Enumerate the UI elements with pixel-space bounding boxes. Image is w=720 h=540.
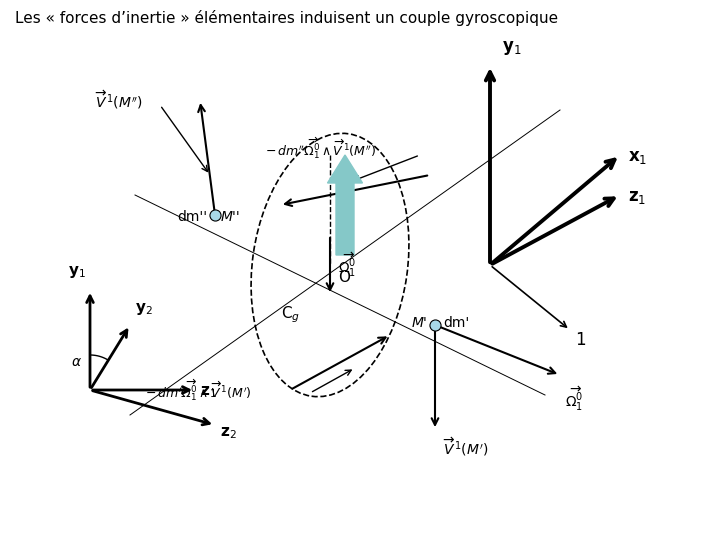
Text: $-\,dm'\overrightarrow{\Omega_1^0}\wedge\overrightarrow{V}^{\,1}(M')$: $-\,dm'\overrightarrow{\Omega_1^0}\wedge…	[145, 377, 252, 403]
Text: M': M'	[411, 316, 427, 330]
Text: 1: 1	[575, 331, 585, 349]
Text: $-\,dm''\overrightarrow{\Omega_1^0}\wedge\overrightarrow{V}^{\,1}(M'')$: $-\,dm''\overrightarrow{\Omega_1^0}\wedg…	[265, 135, 377, 161]
FancyArrow shape	[328, 155, 362, 255]
Text: $\alpha$: $\alpha$	[71, 355, 81, 369]
Text: x$_1$: x$_1$	[628, 148, 647, 166]
Text: dm': dm'	[443, 316, 469, 330]
Text: z$_1$: z$_1$	[200, 384, 217, 400]
Text: y$_1$: y$_1$	[502, 39, 521, 57]
Text: dm'': dm''	[177, 210, 207, 224]
Text: z$_1$: z$_1$	[628, 188, 647, 206]
Text: y$_1$: y$_1$	[68, 264, 86, 280]
Text: z$_2$: z$_2$	[220, 425, 237, 441]
Text: y$_2$: y$_2$	[135, 301, 153, 317]
Text: $\overrightarrow{\Omega_1^0}$: $\overrightarrow{\Omega_1^0}$	[338, 251, 356, 279]
Text: $\overrightarrow{V}^{\,1}(M')$: $\overrightarrow{V}^{\,1}(M')$	[443, 435, 488, 458]
Text: C$_g$: C$_g$	[281, 305, 300, 325]
Text: Les « forces d’inertie » élémentaires induisent un couple gyroscopique: Les « forces d’inertie » élémentaires in…	[15, 10, 558, 26]
Text: $\overrightarrow{V}^{\,1}(M'')$: $\overrightarrow{V}^{\,1}(M'')$	[95, 89, 143, 111]
Text: M'': M''	[221, 210, 240, 224]
Text: O: O	[338, 269, 350, 285]
Text: $\overrightarrow{\Omega_1^0}$: $\overrightarrow{\Omega_1^0}$	[565, 385, 583, 413]
